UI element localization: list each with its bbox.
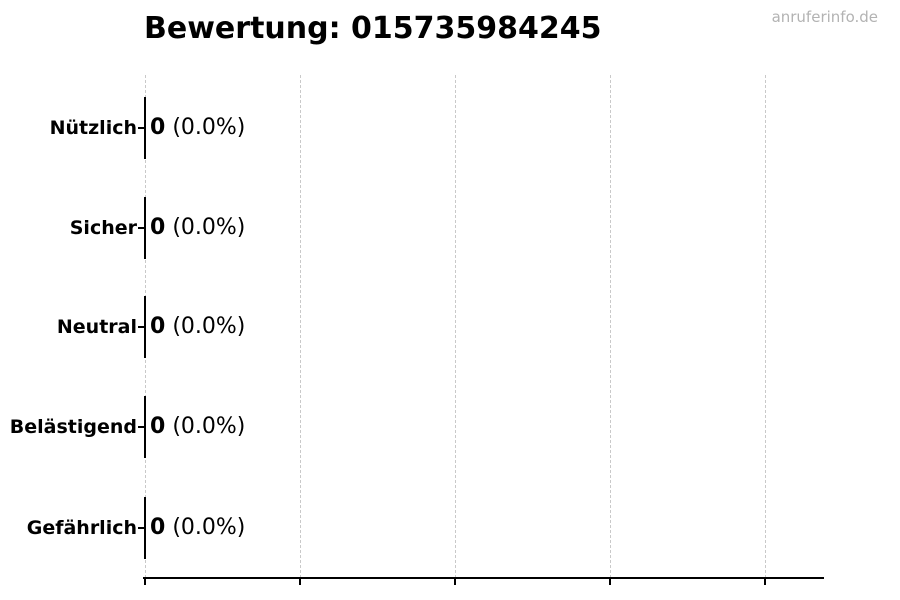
value-label: 0 (0.0%) <box>150 296 245 358</box>
gridline-2 <box>300 75 301 578</box>
y-axis-tick <box>138 426 145 428</box>
category-label: Gefährlich <box>26 517 137 539</box>
watermark-text: anruferinfo.de <box>771 8 878 26</box>
bar-row-gefaehrlich: Gefährlich 0 (0.0%) <box>0 497 900 559</box>
value-label: 0 (0.0%) <box>150 197 245 259</box>
zero-value-bar <box>144 296 146 358</box>
value-label: 0 (0.0%) <box>150 497 245 559</box>
y-axis-tick <box>138 527 145 529</box>
x-axis-tick-4 <box>609 579 611 585</box>
value-percent: (0.0%) <box>172 215 246 240</box>
value-count: 0 <box>150 414 166 439</box>
x-axis-tick-5 <box>764 579 766 585</box>
value-count: 0 <box>150 515 166 540</box>
category-label: Sicher <box>69 217 137 239</box>
bar-row-belaestigend: Belästigend 0 (0.0%) <box>0 396 900 458</box>
category-label: Belästigend <box>9 416 137 438</box>
category-label: Nützlich <box>49 117 137 139</box>
x-axis-tick-3 <box>454 579 456 585</box>
value-percent: (0.0%) <box>172 115 246 140</box>
value-percent: (0.0%) <box>172 314 246 339</box>
y-axis-tick <box>138 127 145 129</box>
y-axis-tick <box>138 227 145 229</box>
zero-value-bar <box>144 396 146 458</box>
bar-row-sicher: Sicher 0 (0.0%) <box>0 197 900 259</box>
value-percent: (0.0%) <box>172 515 246 540</box>
value-label: 0 (0.0%) <box>150 97 245 159</box>
value-count: 0 <box>150 115 166 140</box>
bar-row-nuetzlich: Nützlich 0 (0.0%) <box>0 97 900 159</box>
chart-title: Bewertung: 015735984245 <box>144 11 602 46</box>
value-count: 0 <box>150 314 166 339</box>
x-axis-tick-2 <box>299 579 301 585</box>
gridline-3 <box>455 75 456 578</box>
zero-value-bar <box>144 497 146 559</box>
value-count: 0 <box>150 215 166 240</box>
value-label: 0 (0.0%) <box>150 396 245 458</box>
zero-value-bar <box>144 197 146 259</box>
x-axis-tick-1 <box>144 579 146 585</box>
bar-row-neutral: Neutral 0 (0.0%) <box>0 296 900 358</box>
gridline-4 <box>610 75 611 578</box>
y-axis-tick <box>138 326 145 328</box>
gridline-5 <box>765 75 766 578</box>
category-label: Neutral <box>56 316 137 338</box>
x-axis-line <box>143 577 824 579</box>
value-percent: (0.0%) <box>172 414 246 439</box>
zero-value-bar <box>144 97 146 159</box>
